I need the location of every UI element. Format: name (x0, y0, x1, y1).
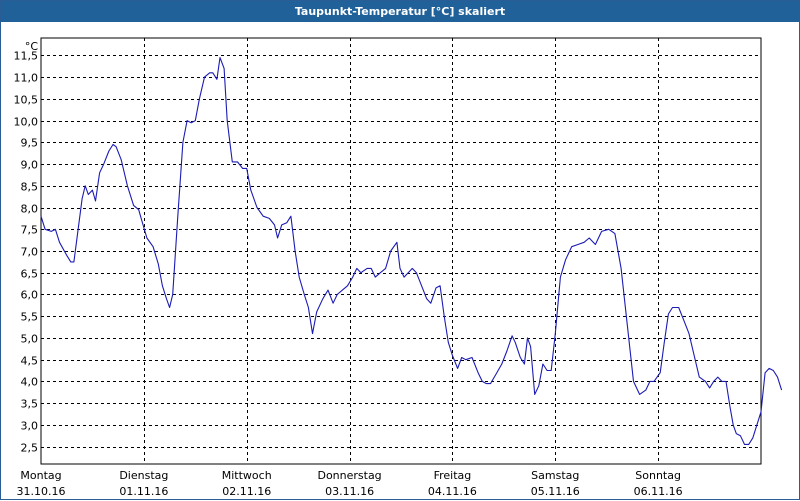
y-tick-label: 2,5 (21, 442, 39, 455)
y-tick-label: 10,5 (14, 94, 39, 107)
x-weekday-label: Samstag (531, 469, 579, 482)
x-weekday-label: Dienstag (119, 469, 168, 482)
y-tick-label: 5,0 (21, 333, 39, 346)
y-tick-label: 8,5 (21, 181, 39, 194)
chart-title: Taupunkt-Temperatur [°C] skaliert (1, 1, 799, 22)
y-tick-label: 4,5 (21, 355, 39, 368)
x-weekday-label: Freitag (434, 469, 472, 482)
y-tick-label: 8,0 (21, 203, 39, 216)
x-date-label: 05.11.16 (531, 485, 580, 498)
x-date-label: 31.10.16 (17, 485, 66, 498)
series-line (40, 57, 783, 445)
x-weekday-label: Sonntag (635, 469, 681, 482)
y-tick-label: 6,5 (21, 268, 39, 281)
y-tick-label: 3,5 (21, 398, 39, 411)
y-tick-label: 9,5 (21, 137, 39, 150)
x-weekday-label: Montag (20, 469, 61, 482)
y-tick-label: 9,0 (21, 159, 39, 172)
x-date-label: 02.11.16 (222, 485, 271, 498)
y-tick-label: 11,0 (14, 72, 39, 85)
y-tick-label: 3,0 (21, 420, 39, 433)
x-date-label: 01.11.16 (119, 485, 168, 498)
y-axis-unit: °C (25, 40, 39, 53)
y-tick-label: 4,0 (21, 376, 39, 389)
x-weekday-label: Mittwoch (222, 469, 272, 482)
y-tick-label: 7,5 (21, 224, 39, 237)
y-tick-label: 7,0 (21, 246, 39, 259)
y-tick-label: 5,5 (21, 311, 39, 324)
y-tick-label: 11,5 (14, 50, 39, 63)
x-date-label: 04.11.16 (428, 485, 477, 498)
x-weekday-label: Donnerstag (317, 469, 381, 482)
x-date-label: 06.11.16 (634, 485, 683, 498)
y-tick-label: 6,0 (21, 289, 39, 302)
x-date-label: 03.11.16 (325, 485, 374, 498)
y-tick-label: 10,0 (14, 116, 39, 129)
